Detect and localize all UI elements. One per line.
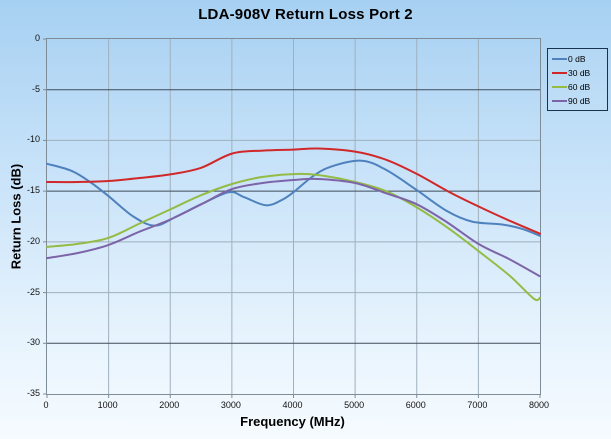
legend-item: 60 dB	[552, 80, 604, 94]
x-tick-label: 8000	[528, 400, 550, 410]
legend-item: 0 dB	[552, 52, 604, 66]
x-tick-label: 4000	[282, 400, 303, 410]
series-line-90-db	[46, 177, 541, 278]
y-tick-label: -35	[26, 388, 40, 398]
x-tick-label: 2000	[159, 400, 180, 410]
x-tick-label: 0	[43, 400, 49, 410]
y-tick-label: -30	[26, 337, 40, 348]
legend-item: 30 dB	[552, 66, 604, 80]
y-tick-label: -5	[31, 83, 40, 94]
x-axis-label: Frequency (MHz)	[240, 414, 345, 429]
y-tick-label: -25	[26, 286, 40, 297]
legend-line-swatch	[552, 100, 567, 102]
x-tick-label: 7000	[467, 400, 488, 410]
legend-label: 30 dB	[568, 68, 591, 78]
y-axis-label: Return Loss (dB)	[8, 163, 24, 270]
legend-label: 0 dB	[568, 54, 586, 64]
legend-line-swatch	[552, 86, 567, 88]
y-tick-label: -10	[26, 134, 40, 145]
plot-canvas	[43, 38, 541, 398]
series-line-60-db	[46, 172, 541, 302]
legend-label: 90 dB	[568, 96, 591, 106]
x-tick-label: 1000	[97, 400, 118, 410]
legend-label: 60 dB	[568, 82, 591, 92]
y-tick-label: 0	[34, 33, 40, 43]
series-line-0-db	[46, 159, 541, 237]
legend: 0 dB 30 dB 60 dB 90 dB	[547, 48, 608, 111]
y-tick-label: -15	[26, 185, 40, 196]
legend-item: 90 dB	[552, 94, 604, 108]
series-line-30-db	[46, 147, 541, 235]
x-tick-label: 3000	[220, 400, 241, 410]
x-tick-label: 6000	[405, 400, 426, 410]
legend-line-swatch	[552, 72, 567, 74]
x-tick-label: 5000	[344, 400, 365, 410]
plot-area	[43, 38, 541, 398]
chart-title: LDA-908V Return Loss Port 2	[198, 6, 413, 23]
legend-line-swatch	[552, 58, 567, 60]
y-tick-label: -20	[26, 235, 40, 246]
